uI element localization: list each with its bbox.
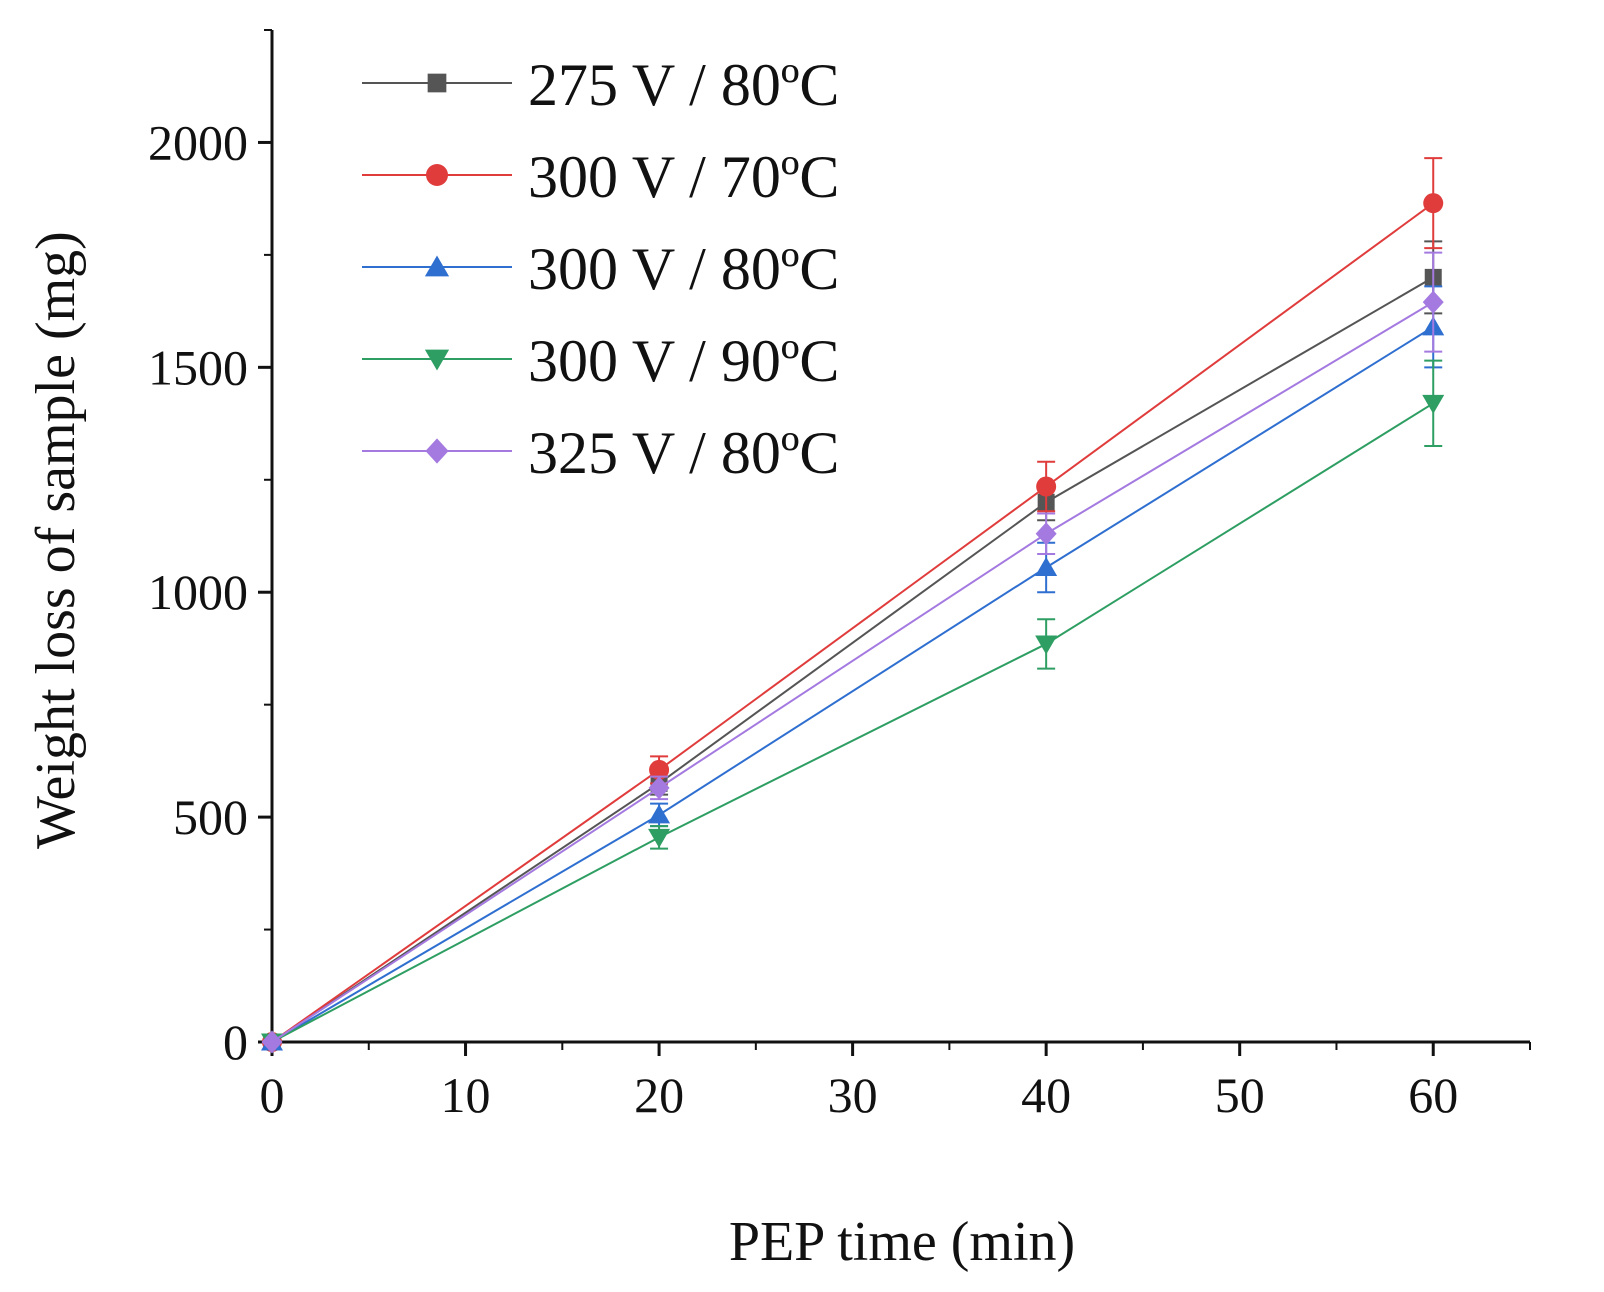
series-line bbox=[271, 301, 1434, 1043]
data-point bbox=[1035, 635, 1058, 655]
legend-marker bbox=[424, 349, 450, 371]
data-point bbox=[648, 828, 671, 848]
series-5 bbox=[261, 251, 1444, 1054]
legend-label: 300 V / 90ºC bbox=[528, 328, 839, 394]
y-tick-label: 0 bbox=[223, 1014, 248, 1070]
series-line bbox=[271, 276, 1434, 1043]
x-tick-label: 40 bbox=[1021, 1067, 1071, 1123]
axes: 0 10 20 30 40 50 60 0 500 1000 1500 2000 bbox=[148, 29, 1531, 1123]
legend-item-3: 300 V / 80ºC bbox=[362, 236, 839, 302]
legend-label: 300 V / 80ºC bbox=[528, 236, 839, 302]
data-point bbox=[261, 1030, 283, 1054]
data-point bbox=[648, 776, 670, 800]
x-axis-title: PEP time (min) bbox=[729, 1211, 1075, 1273]
series-line bbox=[271, 402, 1434, 1043]
y-tick-label: 1000 bbox=[148, 564, 248, 620]
y-tick-label: 2000 bbox=[148, 114, 248, 170]
x-tick-label: 20 bbox=[634, 1067, 684, 1123]
legend-marker bbox=[427, 73, 447, 93]
y-axis-title: Weight loss of sample (mg) bbox=[25, 231, 87, 849]
legend-label: 300 V / 70ºC bbox=[528, 144, 839, 210]
series-2 bbox=[262, 157, 1444, 1052]
series-line bbox=[271, 202, 1434, 1043]
data-point bbox=[1423, 193, 1444, 214]
legend-marker bbox=[425, 438, 449, 464]
legend-marker bbox=[426, 164, 448, 186]
x-tick-label: 30 bbox=[828, 1067, 878, 1123]
series-line bbox=[271, 326, 1434, 1043]
legend-item-2: 300 V / 70ºC bbox=[362, 144, 839, 210]
x-tick-label: 10 bbox=[441, 1067, 491, 1123]
series-layer bbox=[261, 157, 1445, 1054]
y-tick-label: 1500 bbox=[148, 339, 248, 395]
data-point bbox=[1035, 522, 1057, 546]
legend: 275 V / 80ºC 300 V / 70ºC 300 V / 80ºC 300 … bbox=[362, 52, 839, 486]
legend-label: 325 V / 80ºC bbox=[528, 420, 839, 486]
series-4 bbox=[261, 359, 1445, 1053]
x-tick-label: 50 bbox=[1215, 1067, 1265, 1123]
legend-item-5: 325 V / 80ºC bbox=[362, 420, 839, 486]
data-point bbox=[1422, 290, 1444, 314]
legend-item-4: 300 V / 90ºC bbox=[362, 328, 839, 394]
data-point bbox=[649, 759, 670, 780]
data-point bbox=[648, 804, 671, 824]
data-point bbox=[1036, 476, 1057, 497]
legend-label: 275 V / 80ºC bbox=[528, 52, 839, 118]
y-tick-label: 500 bbox=[173, 789, 248, 845]
x-tick-label: 0 bbox=[260, 1067, 285, 1123]
data-point bbox=[1035, 556, 1058, 576]
x-tick-label: 60 bbox=[1408, 1067, 1458, 1123]
data-point bbox=[1422, 394, 1445, 414]
legend-marker bbox=[424, 255, 450, 277]
legend-item-1: 275 V / 80ºC bbox=[362, 52, 839, 118]
